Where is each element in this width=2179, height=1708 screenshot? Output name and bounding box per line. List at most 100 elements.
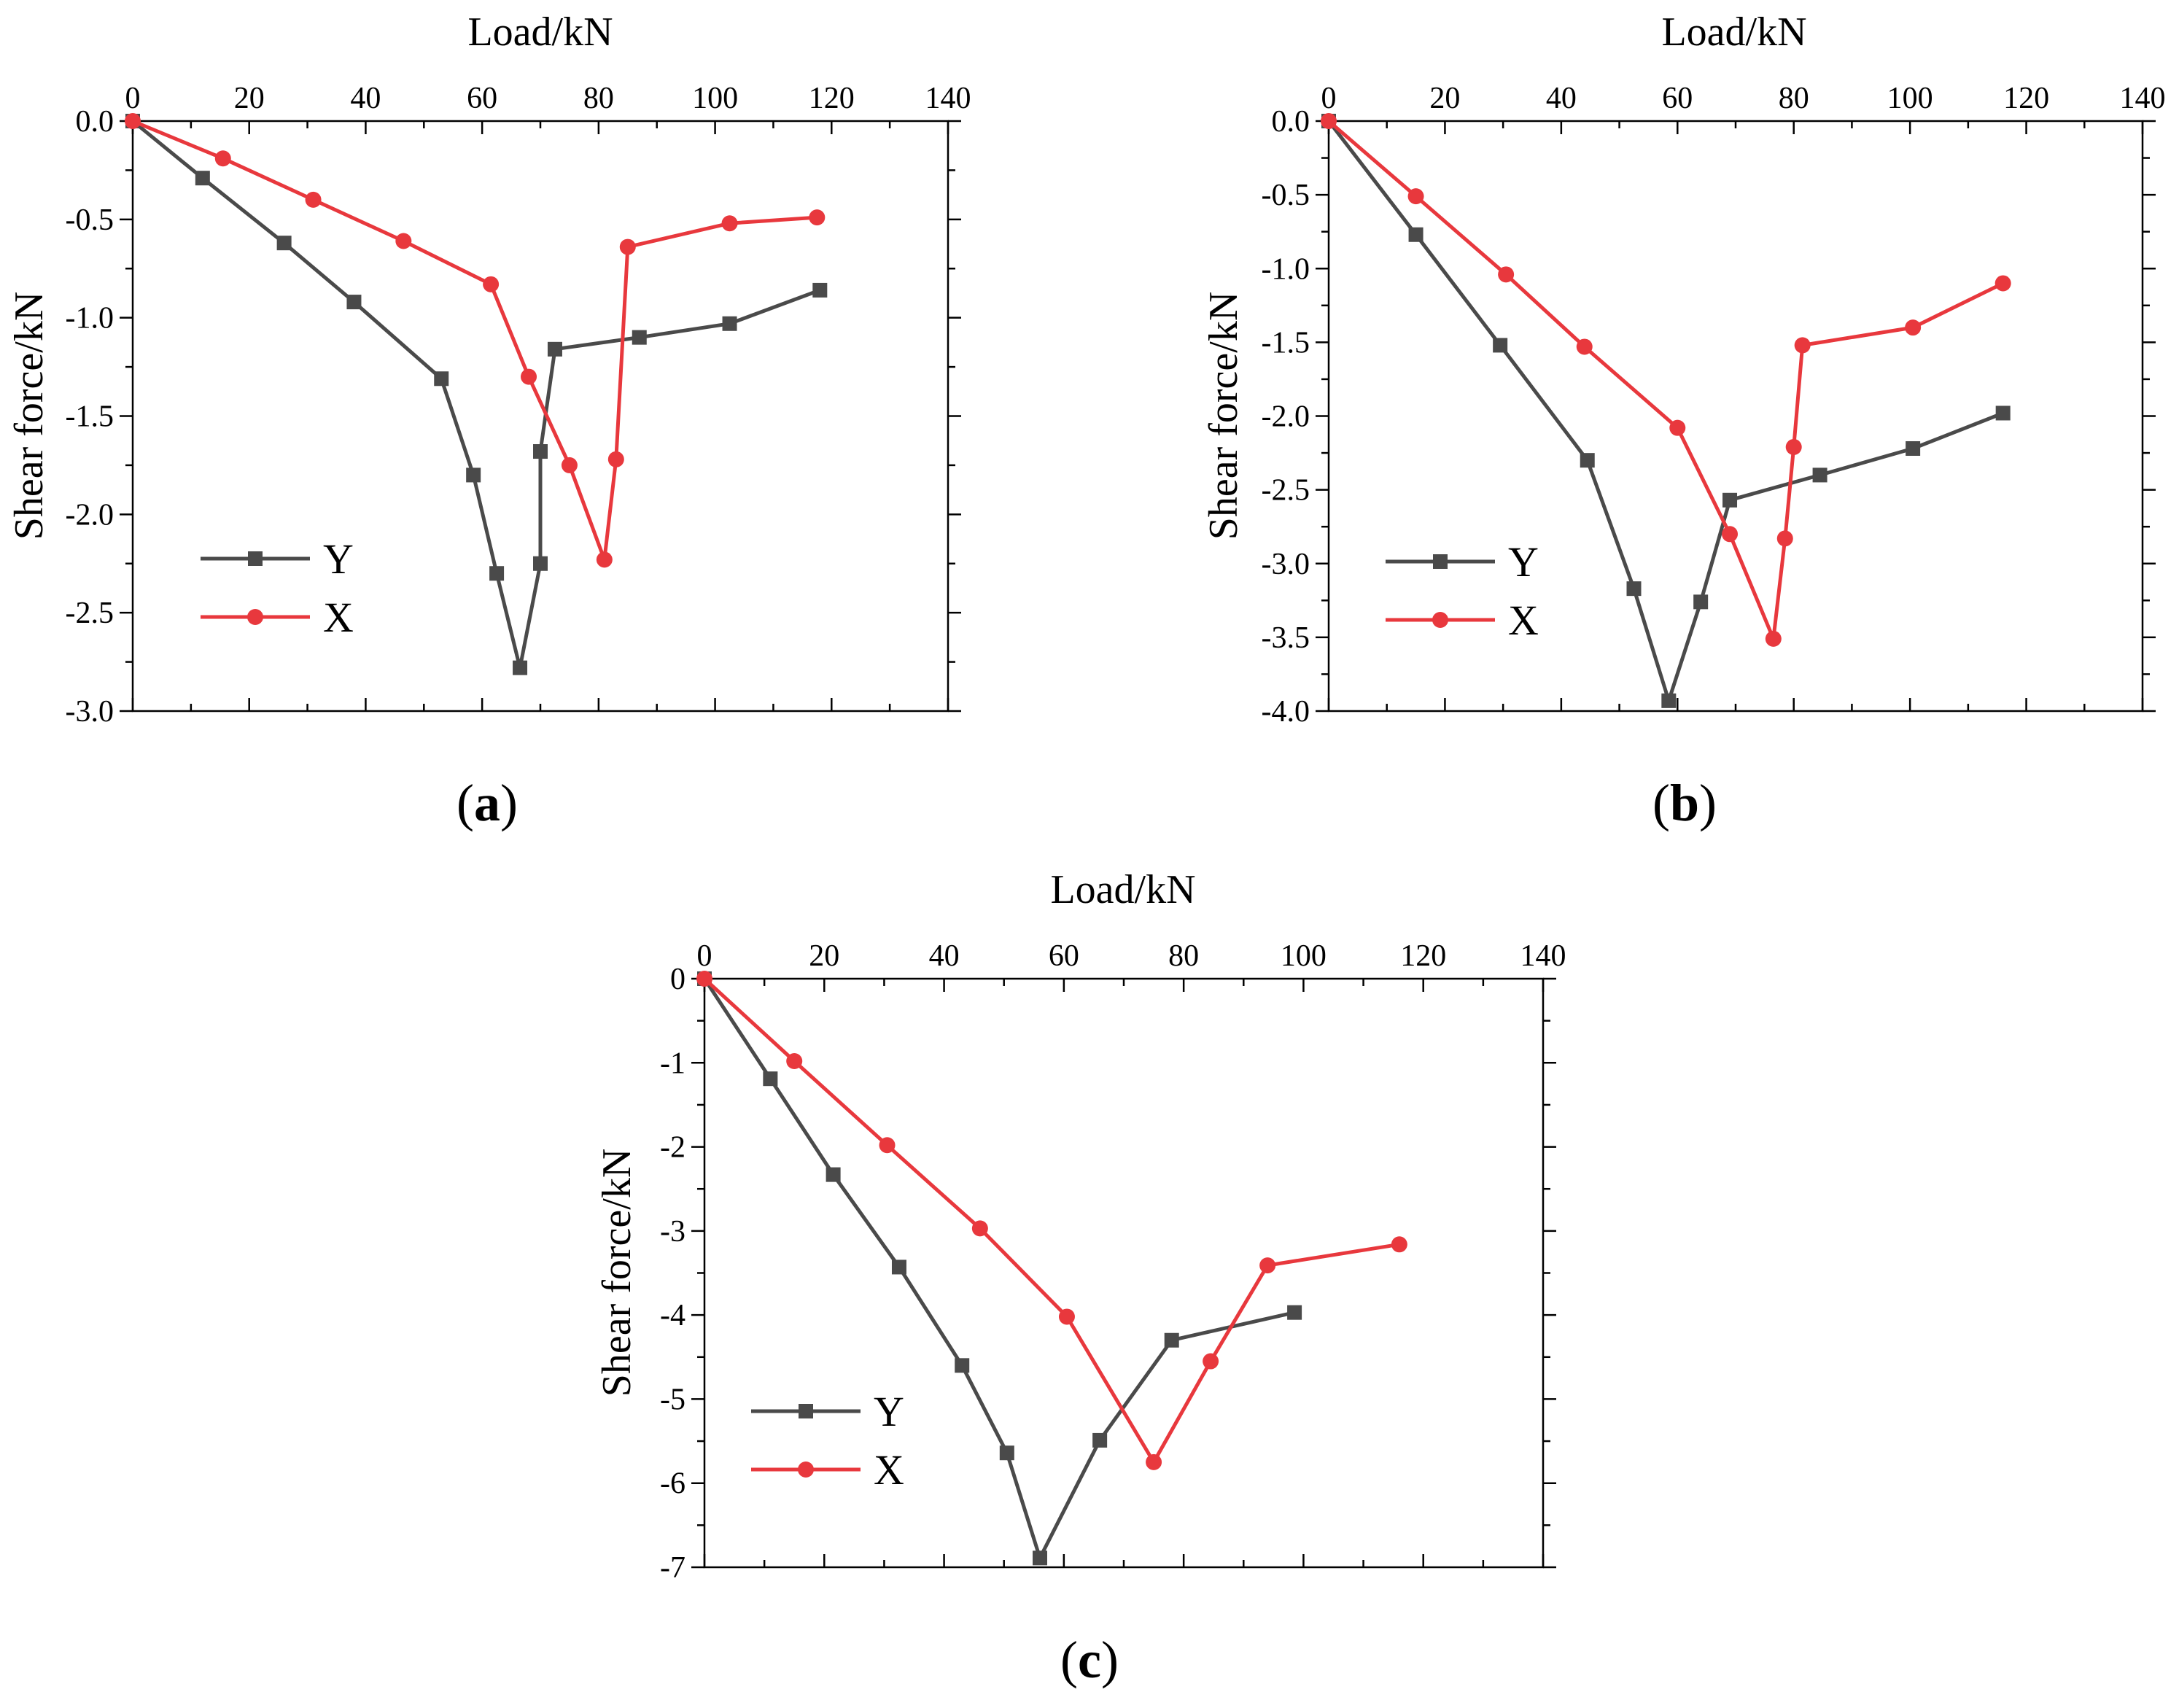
y-tick-label: -0.5 — [1262, 179, 1310, 212]
series-line-x — [703, 977, 1400, 1464]
data-point-x — [1058, 1308, 1075, 1325]
data-point-x — [971, 1220, 988, 1237]
data-point-x — [696, 971, 712, 987]
y-tick-label: -2.0 — [1262, 400, 1310, 434]
x-tick-label: 0 — [697, 939, 712, 973]
data-point-y — [1493, 338, 1508, 353]
x-tick-labels: 0 20 40 60 80 100 120 140 — [125, 82, 971, 115]
data-point-x — [596, 551, 613, 568]
data-point-y — [826, 1167, 841, 1182]
data-point-y — [1722, 492, 1738, 508]
data-point-y — [1812, 467, 1828, 483]
y-axis-title: Shear force/kN — [594, 1149, 640, 1397]
data-point-x — [607, 451, 624, 467]
x-tick-label: 100 — [1887, 82, 1933, 115]
data-point-y — [722, 316, 737, 331]
legend-marker-y — [799, 1404, 813, 1418]
series-line-x — [132, 119, 817, 562]
x-tick-label: 140 — [1520, 939, 1566, 973]
x-tick-label: 140 — [2120, 82, 2166, 115]
x-tick-label: 140 — [925, 82, 971, 115]
data-point-y — [1033, 1550, 1047, 1566]
data-point-y — [955, 1358, 970, 1373]
panel-label-letter: b — [1670, 774, 1699, 832]
data-point-y — [1906, 440, 1921, 456]
data-point-x — [305, 191, 322, 208]
y-tick-label: -3.0 — [1262, 548, 1310, 581]
panel-label-close: ) — [500, 774, 518, 832]
data-point-x — [521, 368, 537, 385]
data-point-y — [632, 330, 647, 345]
data-point-y — [547, 341, 562, 357]
data-point-x — [619, 238, 636, 255]
x-tick-label: 20 — [809, 939, 839, 973]
data-point-x — [395, 233, 412, 249]
series-layer — [1321, 113, 2011, 708]
data-point-x — [1905, 319, 1922, 336]
data-point-y — [999, 1445, 1014, 1461]
data-point-x — [1407, 188, 1424, 205]
y-tick-label: -2.0 — [66, 498, 114, 532]
panel-label-letter: a — [474, 774, 500, 832]
y-tick-label: -3 — [660, 1215, 685, 1249]
y-tick-label: -1.5 — [1262, 326, 1310, 360]
x-tick-label: 60 — [1662, 82, 1693, 115]
data-point-x — [809, 209, 826, 226]
x-tick-label: 120 — [1400, 939, 1446, 973]
chart-panel-b: 0 20 40 60 80 100 120 140 0.0 -0.5 -1.0 -1.5 -2.0 -2… — [1201, 9, 2166, 832]
y-tick-label: 0 — [670, 963, 685, 996]
legend-label-y: Y — [323, 535, 354, 583]
data-point-y — [195, 171, 210, 186]
data-point-y — [1287, 1305, 1302, 1320]
data-point-y — [812, 282, 828, 298]
panel-label-close: ) — [1101, 1631, 1119, 1689]
x-tick-label: 80 — [583, 82, 614, 115]
axis-ticks — [1316, 120, 2156, 713]
data-point-y — [1092, 1432, 1108, 1448]
x-tick-label: 20 — [234, 82, 265, 115]
y-tick-label: -7 — [660, 1551, 685, 1585]
y-tick-label: -3.5 — [1262, 621, 1310, 655]
data-point-y — [276, 236, 292, 251]
x-axis-title: Load/kN — [1050, 867, 1195, 912]
axis-ticks — [120, 120, 961, 713]
panel-label-letter: c — [1078, 1631, 1101, 1689]
legend-label-y: Y — [1508, 538, 1539, 586]
x-axis-title: Load/kN — [1661, 9, 1806, 55]
data-point-x — [1576, 338, 1593, 355]
data-point-x — [786, 1052, 803, 1069]
y-tick-label: -3.0 — [66, 695, 114, 729]
y-tick-label: -1 — [660, 1047, 685, 1080]
data-point-x — [1146, 1453, 1162, 1470]
legend: YX — [1386, 538, 1539, 644]
x-axis-title: Load/kN — [467, 9, 613, 55]
series-line-x — [1327, 120, 2004, 641]
y-tick-label: 0.0 — [1272, 105, 1310, 139]
chart-panel-c: 0 20 40 60 80 100 120 140 0 -1 -2 -3 -4 -5 -6 -7 Load/… — [594, 867, 1566, 1689]
panel-label-c: (c) — [1060, 1631, 1119, 1689]
data-point-y — [1661, 693, 1677, 708]
data-point-x — [561, 457, 578, 473]
data-point-x — [1776, 530, 1793, 547]
data-point-y — [891, 1259, 906, 1275]
panel-label-a: (a) — [457, 774, 518, 832]
legend-marker-y — [1433, 554, 1448, 569]
x-tick-label: 40 — [929, 939, 960, 973]
legend-marker-x — [247, 609, 263, 625]
x-tick-label: 40 — [350, 82, 381, 115]
panel-label-open: ( — [1652, 774, 1670, 832]
series-line-y — [131, 120, 821, 670]
data-point-y — [1408, 227, 1423, 242]
data-point-y — [466, 467, 481, 483]
legend-marker-y — [248, 551, 263, 566]
chart-panel-a: 0 20 40 60 80 100 120 140 0.0 -0.5 -1.0 -1.5 -2.0 -2… — [7, 9, 971, 832]
panel-label-open: ( — [457, 774, 474, 832]
x-tick-label: 120 — [809, 82, 855, 115]
data-point-x — [125, 113, 141, 129]
data-point-y — [763, 1071, 778, 1087]
legend-marker-x — [1432, 612, 1448, 628]
x-tick-label: 20 — [1429, 82, 1460, 115]
data-point-y — [346, 295, 362, 310]
x-tick-labels: 0 20 40 60 80 100 120 140 — [1321, 82, 2166, 115]
x-tick-label: 80 — [1779, 82, 1809, 115]
